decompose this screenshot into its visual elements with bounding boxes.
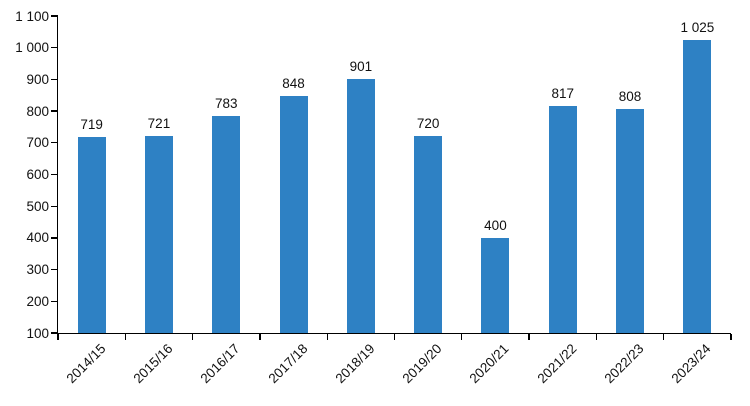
- y-axis-tick: [50, 173, 57, 176]
- y-axis-tick: [50, 142, 57, 144]
- x-axis-tick: [57, 334, 59, 341]
- y-axis-tick: [50, 15, 57, 17]
- bar-value-label: 808: [618, 88, 642, 104]
- bar: [77, 136, 106, 333]
- y-axis-tick-label: 400: [26, 230, 49, 246]
- bar-value-label: 400: [484, 217, 507, 233]
- bar-value-label: 721: [147, 116, 171, 132]
- bar: [346, 79, 375, 333]
- bar: [212, 116, 241, 333]
- bar-value-label: 848: [282, 75, 305, 91]
- x-axis-tick: [259, 334, 261, 341]
- bar: [683, 39, 712, 333]
- y-axis-tick-label: 100: [26, 325, 49, 341]
- x-axis-tick: [124, 334, 126, 341]
- x-axis-tick: [528, 334, 530, 341]
- y-axis-tick: [50, 300, 57, 302]
- y-axis-tick-label: 1 100: [15, 8, 49, 24]
- y-axis-tick-label: 600: [26, 167, 49, 182]
- bar-value-label: 783: [214, 96, 238, 112]
- bar: [144, 136, 173, 333]
- bar: [279, 95, 308, 333]
- y-axis-tick-label: 900: [26, 71, 49, 87]
- bar-value-label: 901: [349, 59, 373, 75]
- bar: [481, 237, 510, 333]
- y-axis-line: [56, 15, 58, 335]
- y-axis-tick-label: 800: [26, 103, 49, 119]
- x-axis-tick: [595, 334, 598, 341]
- bar-value-label: 720: [416, 116, 440, 132]
- x-axis-tick: [730, 334, 732, 341]
- bar-value-label: 1 025: [680, 19, 715, 35]
- x-axis-tick: [393, 334, 396, 341]
- y-axis-tick-label: 500: [26, 198, 49, 214]
- x-axis-line: [56, 333, 731, 335]
- y-axis-tick: [50, 110, 57, 112]
- x-axis-tick: [461, 334, 463, 341]
- x-axis-tick: [663, 334, 665, 341]
- y-axis-tick: [50, 205, 57, 207]
- y-axis-tick: [50, 237, 57, 239]
- x-axis-tick: [191, 334, 194, 341]
- y-axis-tick: [50, 268, 57, 271]
- x-category-label: 2014/15: [63, 341, 109, 387]
- y-axis-tick: [50, 332, 57, 334]
- y-axis-tick: [50, 78, 57, 81]
- bar: [414, 136, 443, 333]
- bar-value-label: 817: [551, 85, 575, 101]
- x-axis-tick: [326, 334, 328, 341]
- y-axis-tick-label: 1 000: [15, 40, 49, 56]
- bar: [548, 105, 577, 333]
- bar-value-label: 719: [80, 116, 103, 132]
- bar: [616, 108, 645, 333]
- y-axis-tick-label: 200: [26, 293, 49, 309]
- y-axis-tick-label: 300: [26, 262, 49, 278]
- y-axis-tick: [50, 47, 57, 49]
- y-axis-tick-label: 700: [26, 135, 49, 151]
